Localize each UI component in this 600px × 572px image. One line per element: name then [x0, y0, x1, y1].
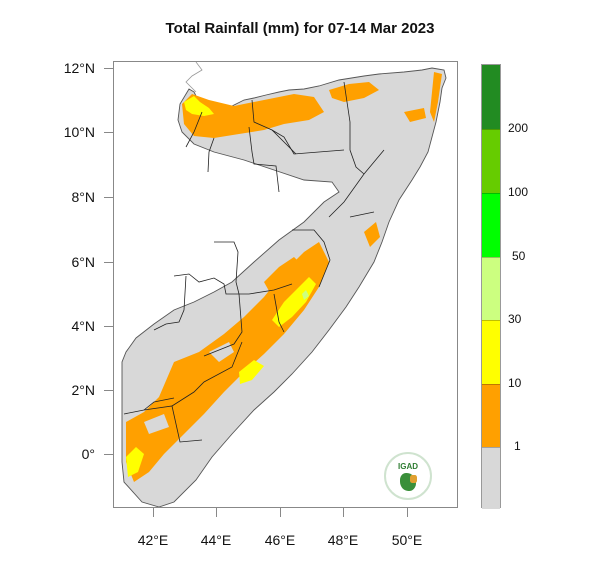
map-plot-area: [113, 61, 458, 508]
lon-tick: [407, 508, 408, 517]
igad-logo: IGAD: [384, 452, 432, 500]
somalia-rainfall-map: [121, 62, 447, 507]
lon-tick: [343, 508, 344, 517]
lat-tick: [104, 326, 113, 327]
lat-label-4n: 4°N: [71, 318, 96, 334]
lon-tick: [280, 508, 281, 517]
legend-label-50: 50: [512, 249, 526, 263]
legend-label-200: 200: [508, 121, 529, 135]
lon-label-48e: 48°E: [327, 532, 359, 548]
legend-swatch-10-30: [482, 320, 500, 384]
lon-label-50e: 50°E: [391, 532, 423, 548]
legend-label-10: 10: [508, 376, 522, 390]
lat-tick: [104, 68, 113, 69]
lon-label-46e: 46°E: [264, 532, 296, 548]
lat-label-8n: 8°N: [71, 189, 96, 205]
legend-label-100: 100: [508, 185, 529, 199]
legend-label-30: 30: [508, 312, 522, 326]
lat-label-12n: 12°N: [63, 60, 95, 76]
legend-swatch-30-50: [482, 257, 500, 320]
igad-logo-text: IGAD: [398, 462, 418, 471]
lat-label-10n: 10°N: [63, 124, 95, 140]
lon-label-44e: 44°E: [200, 532, 232, 548]
lon-tick: [216, 508, 217, 517]
lat-tick: [104, 262, 113, 263]
lat-tick: [104, 197, 113, 198]
lon-label-42e: 42°E: [137, 532, 169, 548]
regional-boundaries: [123, 81, 385, 443]
horn-of-africa-icon: [410, 475, 417, 483]
lat-label-6n: 6°N: [71, 254, 96, 270]
lat-tick: [104, 390, 113, 391]
legend-swatch-gt200: [482, 65, 500, 129]
legend-swatch-50-100: [482, 193, 500, 257]
legend-label-1: 1: [514, 439, 521, 453]
lat-tick: [104, 454, 113, 455]
colorbar-legend: [481, 64, 501, 509]
chart-title: Total Rainfall (mm) for 07-14 Mar 2023: [165, 20, 435, 37]
lat-tick: [104, 132, 113, 133]
lat-label-2n: 2°N: [71, 382, 96, 398]
legend-swatch-1-10: [482, 384, 500, 447]
legend-swatch-lt1: [482, 447, 500, 509]
legend-swatch-100-200: [482, 129, 500, 193]
lat-label-0: 0°: [81, 446, 95, 462]
lon-tick: [153, 508, 154, 517]
